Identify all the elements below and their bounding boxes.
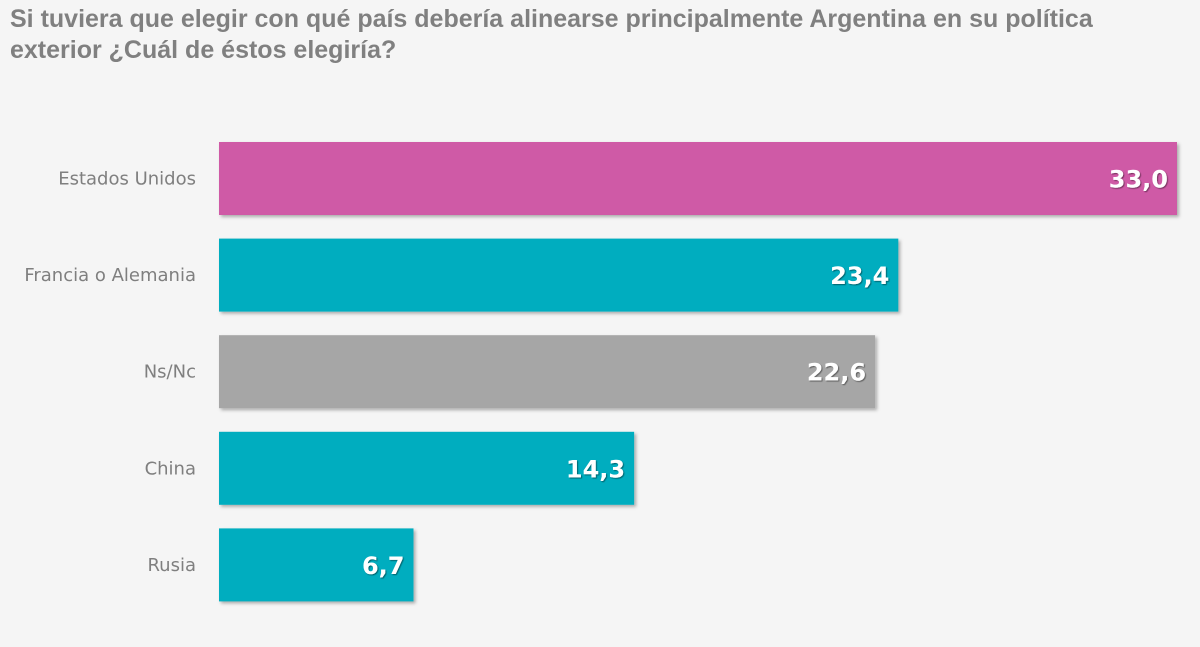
category-label: China	[145, 458, 196, 479]
category-label: Rusia	[147, 555, 196, 576]
bar	[219, 238, 899, 312]
bar	[219, 431, 635, 505]
data-label: 23,4	[830, 262, 889, 290]
data-label: 14,3	[566, 455, 625, 483]
bar	[219, 335, 876, 409]
category-label: Estados Unidos	[58, 169, 196, 190]
bar	[219, 528, 414, 602]
data-label: 22,6	[807, 359, 866, 387]
bar	[219, 142, 1177, 215]
category-label: Francia o Alemania	[24, 265, 196, 286]
data-label: 33,0	[1109, 166, 1168, 194]
chart-title: Si tuviera que elegir con qué país deber…	[10, 5, 1093, 64]
category-label: Ns/Nc	[144, 362, 196, 383]
data-label: 6,7	[362, 552, 405, 580]
